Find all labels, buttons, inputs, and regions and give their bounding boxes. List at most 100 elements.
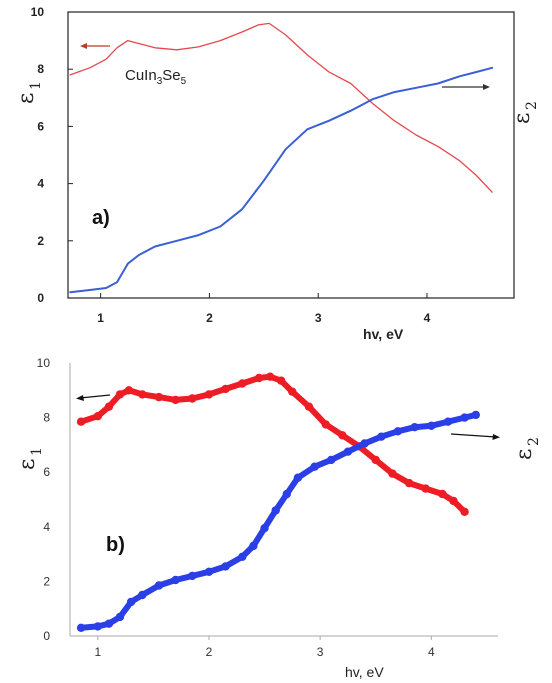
panel-b-series-1-point <box>304 402 314 411</box>
panel-b-x-axis-title: hv, eV <box>345 664 384 680</box>
panel-b-y-ticks: 0 2 4 6 8 10 <box>37 356 51 643</box>
panel-b-x-tick-label: 1 <box>94 645 101 659</box>
panel-b-left-arrow <box>76 394 111 401</box>
panel-a-y-ticks: 0 2 4 6 8 10 <box>31 5 73 305</box>
panel-b-x-tick-label: 4 <box>428 645 435 659</box>
panel-b-series-2-point <box>93 622 103 631</box>
panel-b-y-tick-label: 6 <box>43 465 50 479</box>
panel-a-label: a) <box>92 207 110 229</box>
panel-b-series-2-point <box>115 612 125 622</box>
panel-a-y-tick-label: 8 <box>37 62 44 76</box>
panel-b-y-tick-label: 10 <box>37 356 51 370</box>
panel-a-right-axis-subscript: 2 <box>524 101 540 110</box>
panel-a-left-arrow <box>80 43 110 49</box>
panel-b-series-1-point <box>171 395 180 405</box>
panel-b-series-1-point <box>204 390 214 399</box>
panel-b-series-1-point <box>438 489 447 499</box>
panel-a-x-tick-label: 2 <box>206 311 213 325</box>
panel-b-series-1-point <box>93 412 103 421</box>
panel-b-series-1-point <box>421 484 430 493</box>
panel-b-series-2-point <box>410 423 419 432</box>
panel-a-x-tick-label: 1 <box>97 311 104 325</box>
panel-b-series-2-point <box>204 567 214 576</box>
panel-b-series-2-point <box>282 489 291 499</box>
panel-b-series-1-point <box>265 372 275 381</box>
panel-a-x-ticks: 1 2 3 4 <box>97 293 431 325</box>
panel-b-series <box>76 372 480 632</box>
panel-a-compound-annotation: CuIn3Se5 <box>125 67 187 87</box>
panel-b-series-1-point <box>124 386 134 395</box>
panel-b-series-2-point <box>271 506 280 515</box>
panel-a-y-tick-label: 6 <box>37 119 44 133</box>
panel-b-series-2-point <box>460 413 469 422</box>
panel-b-series-2-point <box>154 581 164 590</box>
panel-b-series-1-point <box>104 402 114 411</box>
panel-a-y-tick-label: 2 <box>37 234 44 248</box>
panel-b-series-1-point <box>321 420 330 429</box>
panel-b-series-2-point <box>221 562 230 571</box>
panel-b-right-axis-title: ε 2 <box>512 437 542 460</box>
panel-a-x-axis-title: hv, eV <box>363 326 404 342</box>
panel-b-series-2-point <box>443 417 453 426</box>
panel-b-series-2-point <box>327 455 336 465</box>
panel-b-y-tick-label: 4 <box>43 520 50 534</box>
panel-b-series-1-point <box>388 469 397 478</box>
panel-a-y-tick-label: 4 <box>37 177 44 191</box>
panel-b-right-axis-symbol: ε <box>512 449 537 460</box>
panel-b-series-1-point <box>154 392 164 402</box>
panel-a-right-axis-symbol: ε <box>510 113 535 124</box>
panel-b-series-2-point <box>126 597 136 607</box>
panel-b-series-1-point <box>338 431 347 440</box>
panel-b-series-1-point <box>115 390 125 399</box>
panel-b-series-1-point <box>221 384 230 394</box>
panel-b-y-axis-title: ε 1 <box>15 447 45 470</box>
panel-b-y-tick-label: 2 <box>43 574 50 588</box>
panel-b-series-1-point <box>371 455 380 465</box>
panel-a-right-axis-title: ε 2 <box>510 101 540 124</box>
panel-b-series-2-point <box>171 575 180 585</box>
panel-b-series-2-point <box>293 473 303 482</box>
panel-b-series-2-point <box>238 552 247 561</box>
panel-b-series-2-trace <box>78 411 479 631</box>
panel-b-series-2-point <box>427 421 436 430</box>
panel-b-series-1-point <box>238 379 247 388</box>
panel-b-series-2-point <box>104 619 114 628</box>
panel-a-series-1-line <box>69 22 493 193</box>
panel-b-series-2-point <box>377 432 386 441</box>
panel-b-y-tick-label: 0 <box>43 629 50 643</box>
panel-b-right-arrow <box>450 433 500 440</box>
panel-a-y-tick-label: 0 <box>37 291 44 305</box>
panel-a-right-arrow <box>442 84 490 90</box>
panel-b-series-1-point <box>76 417 86 426</box>
panel-b-y-axis-subscript: 1 <box>29 447 45 456</box>
panel-b-series-2-point <box>76 623 86 632</box>
panel-b-series-2-point <box>260 524 269 533</box>
panel-b-series-1-trace <box>78 373 468 515</box>
panel-b-series-2-point <box>360 439 369 448</box>
panel-a-series <box>69 22 494 294</box>
panel-b-series-2-point <box>138 590 147 600</box>
panel-b-x-tick-label: 3 <box>317 645 324 659</box>
panel-b-series-1-point <box>277 376 286 385</box>
panel-b-series-1-point <box>288 387 297 396</box>
panel-b-series-2-point <box>249 541 258 551</box>
panel-a-y-axis-subscript: 1 <box>28 81 44 90</box>
panel-a-x-tick-label: 4 <box>424 311 431 325</box>
panel-b-series-1-point <box>188 394 197 403</box>
panel-a-x-tick-label: 3 <box>315 311 322 325</box>
panel-a-y-tick-label: 10 <box>31 5 45 19</box>
panel-b-series-1-point <box>138 390 147 399</box>
panel-b-series-2-point <box>188 571 197 581</box>
panel-a-y-axis-symbol: ε <box>14 93 39 104</box>
panel-a-y-axis-title: ε 1 <box>14 81 44 104</box>
panel-b-series-1-point <box>460 507 469 516</box>
panel-b-label: b) <box>106 534 125 556</box>
panel-b-series-2-point <box>343 447 353 456</box>
panel-b-series-2-point <box>471 410 480 420</box>
panel-a-series-2-line <box>69 66 494 294</box>
panel-b-series-2-point <box>393 427 403 436</box>
panel-b-series-2-point <box>310 462 319 471</box>
